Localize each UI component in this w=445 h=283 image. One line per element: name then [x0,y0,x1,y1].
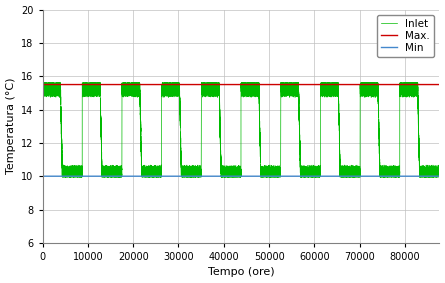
Max. [40,83,45,86]
Min [176,175,181,178]
Min [115,175,120,178]
Max. [176,83,181,86]
Y-axis label: Temperatura (°C): Temperatura (°C) [5,78,16,174]
Inlet [107,166,112,170]
Inlet [176,89,181,93]
Min [437,175,442,178]
Min [195,175,201,178]
Min [200,175,206,178]
Min [107,175,112,178]
Line: Inlet: Inlet [43,83,440,177]
Legend: Inlet, Max., Min: Inlet, Max., Min [377,15,434,57]
Inlet [40,81,45,85]
Max. [361,83,366,86]
Max. [107,83,112,86]
Inlet [40,90,45,93]
Max. [437,83,442,86]
Max. [200,83,206,86]
X-axis label: Tempo (ore): Tempo (ore) [208,267,274,277]
Inlet [361,84,366,87]
Min [361,175,366,178]
Inlet [195,166,201,169]
Max. [115,83,120,86]
Min [40,175,45,178]
Max. [195,83,201,86]
Inlet [437,87,442,90]
Inlet [200,85,206,88]
Inlet [115,169,120,172]
Inlet [60,175,65,179]
